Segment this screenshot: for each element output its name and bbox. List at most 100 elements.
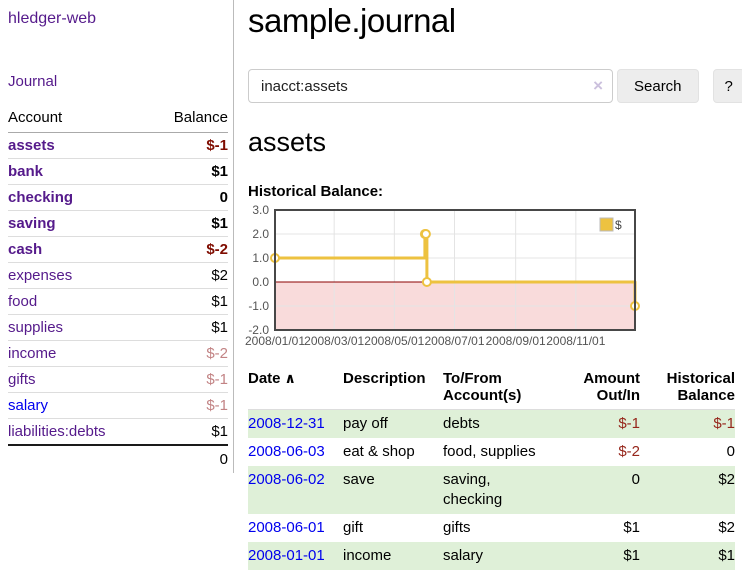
account-row: saving $1 [8,210,228,237]
account-row: bank $1 [8,158,228,185]
search-form: × Search ? [248,69,742,103]
chart-label: Historical Balance: [248,183,384,200]
transaction-amount: $-2 [618,443,640,460]
x-tick-label: 2008/03/01 [304,334,364,348]
sidebar: hledger-web Journal Account Balance asse… [0,0,234,473]
register-header-accounts: To/From Account(s) [443,368,558,410]
account-row: supplies $1 [8,314,228,341]
transaction-date-link[interactable]: 2008-01-01 [248,547,325,564]
account-link-bank[interactable]: bank [8,163,44,180]
transaction-accounts: food, supplies [443,443,536,460]
legend-swatch [599,217,614,232]
account-link-cash[interactable]: cash [8,241,43,258]
page-title: sample.journal [248,2,456,39]
account-link-expenses[interactable]: expenses [8,267,73,284]
accounts-total-row: 0 [8,444,228,473]
transaction-accounts: debts [443,415,480,432]
transaction-balance: $2 [718,471,735,488]
transaction-date-link[interactable]: 2008-06-03 [248,443,325,460]
register-header-row: Date ∧ Description To/From Account(s) Amo… [248,368,735,410]
data-point-marker [420,229,431,239]
account-balance: $-1 [149,392,228,419]
transaction-amount: $1 [623,547,640,564]
account-row: cash $-2 [8,236,228,263]
account-balance: 0 [149,184,228,211]
account-row: assets $-1 [8,133,228,159]
account-link-gifts[interactable]: gifts [8,371,36,388]
account-row: gifts $-1 [8,366,228,393]
account-balance: $2 [149,262,228,289]
accounts-header-balance: Balance [149,109,228,133]
brand: hledger-web [8,10,233,28]
account-balance: $-2 [149,236,228,263]
y-tick-label: 0.0 [252,275,269,289]
y-tick-label: -1.0 [248,299,269,313]
transaction-date-link[interactable]: 2008-06-01 [248,519,325,536]
account-link-income[interactable]: income [8,345,57,362]
account-link-food[interactable]: food [8,293,38,310]
transaction-balance: $2 [718,519,735,536]
search-button[interactable]: Search [617,69,699,103]
account-balance: $1 [149,418,228,445]
transaction-description: eat & shop [343,443,415,460]
transaction-date-link[interactable]: 2008-06-02 [248,471,325,488]
transaction-balance: 0 [726,443,735,460]
transaction-balance: $-1 [713,415,735,432]
data-point-marker [421,277,432,287]
account-row: checking 0 [8,184,228,211]
account-link-supplies[interactable]: supplies [8,319,64,336]
account-row: liabilities:debts $1 [8,418,228,445]
register-row: 2008-06-02 save saving, checking 0 $2 [248,466,735,514]
account-balance: $1 [149,158,228,185]
sidebar-item-journal[interactable]: Journal [8,73,58,90]
register-row: 2008-06-03 eat & shop food, supplies $-2… [248,438,735,466]
register-header-description: Description [343,368,443,410]
accounts-header-row: Account Balance [8,109,228,133]
account-row: salary $-1 [8,392,228,419]
account-row: expenses $2 [8,262,228,289]
x-tick-label: 2008/09/01 [486,334,546,348]
historical-balance-chart: 3.0 2.0 1.0 0.0 -1.0 -2.0 2008/01/01 2008/03/01… [245,203,728,348]
register-header-date[interactable]: Date ∧ [248,368,343,410]
transaction-date-link[interactable]: 2008-12-31 [248,415,325,432]
accounts-table: Account Balance assets $-1 bank $1 check… [8,109,228,473]
y-tick-label: -2.0 [248,323,269,337]
y-tick-label: 2.0 [252,227,269,241]
y-tick-label: 1.0 [252,251,269,265]
register-header-amount: Amount Out/In [558,368,640,410]
x-tick-label: 2008/05/01 [364,334,424,348]
help-button[interactable]: ? [712,69,742,103]
x-tick-label: 2008/11/01 [546,334,605,348]
register-table: Date ∧ Description To/From Account(s) Amo… [248,368,735,570]
account-link-salary[interactable]: salary [8,397,49,414]
sidebar-nav: Journal [8,73,233,90]
account-balance: $-2 [149,340,228,367]
transaction-description: pay off [343,415,388,432]
account-balance: $-1 [149,366,228,393]
transaction-description: gift [343,519,364,536]
transaction-amount: $-1 [618,415,640,432]
accounts-total-value: 0 [149,444,228,473]
transaction-description: income [343,547,392,564]
account-row: income $-2 [8,340,228,367]
account-row: food $1 [8,288,228,315]
account-link-liabilities-debts[interactable]: liabilities:debts [8,423,106,440]
account-balance: $1 [149,314,228,341]
main-content: sample.journal × Search ? assets Histori… [234,0,742,570]
plot-border [274,209,636,331]
account-balance: $1 [149,288,228,315]
sort-ascending-icon: ∧ [284,370,296,386]
transaction-amount: $1 [623,519,640,536]
account-link-checking[interactable]: checking [8,189,74,206]
x-tick-label: 2008/01/01 [245,334,305,348]
account-link-assets[interactable]: assets [8,137,55,154]
account-page-title: assets [248,127,327,157]
clear-search-icon[interactable]: × [593,76,603,95]
brand-link[interactable]: hledger-web [8,10,97,27]
account-link-saving[interactable]: saving [8,215,56,232]
y-tick-label: 3.0 [252,203,269,217]
search-input[interactable] [248,69,613,103]
register-row: 2008-12-31 pay off debts $-1 $-1 [248,409,735,438]
transaction-accounts: saving, checking [443,471,503,508]
